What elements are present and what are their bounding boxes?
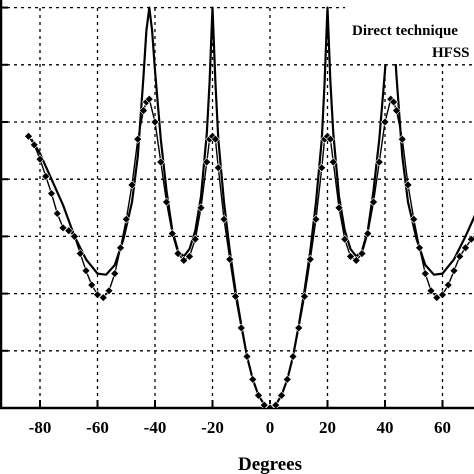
hfss-point bbox=[357, 249, 367, 258]
hfss-point bbox=[380, 117, 390, 127]
hfss-point bbox=[254, 390, 263, 400]
hfss-point bbox=[271, 400, 281, 408]
hfss-point bbox=[397, 134, 407, 144]
hfss-point bbox=[461, 243, 470, 253]
x-tick-label: -80 bbox=[29, 418, 52, 437]
x-tick-label: -40 bbox=[144, 418, 167, 437]
hfss-point bbox=[351, 255, 361, 265]
hfss-point bbox=[150, 117, 160, 127]
series-line-direct-technique bbox=[30, 6, 474, 408]
hfss-point bbox=[58, 223, 68, 233]
x-axis-title: Degrees bbox=[238, 454, 302, 474]
hfss-point bbox=[420, 269, 430, 279]
hfss-point bbox=[438, 290, 447, 300]
hfss-point bbox=[334, 203, 344, 213]
hfss-point bbox=[325, 134, 335, 144]
series-line-hfss bbox=[27, 98, 474, 408]
hfss-point bbox=[190, 234, 200, 244]
x-tick-label: 60 bbox=[434, 418, 451, 437]
hfss-point bbox=[52, 209, 62, 218]
x-tick-label: 0 bbox=[266, 418, 275, 437]
hfss-point bbox=[202, 157, 212, 167]
hfss-point bbox=[259, 400, 269, 408]
legend-label-hfss: HFSS bbox=[432, 45, 470, 61]
legend-box bbox=[345, 6, 474, 64]
hfss-point bbox=[449, 266, 459, 276]
hfss-point bbox=[409, 214, 419, 224]
hfss-point bbox=[156, 157, 166, 167]
hfss-point bbox=[87, 280, 97, 290]
hfss-point bbox=[236, 323, 246, 333]
series-clip bbox=[24, 6, 474, 408]
x-tick-labels: -100-80-60-40-20020406080100 bbox=[29, 418, 451, 437]
hfss-point bbox=[282, 374, 292, 384]
hfss-point bbox=[305, 254, 315, 264]
hfss-point bbox=[139, 106, 148, 115]
hfss-point bbox=[466, 234, 474, 244]
hfss-point bbox=[288, 352, 298, 361]
hfss-point bbox=[173, 249, 183, 258]
hfss-point bbox=[75, 249, 85, 258]
hfss-point bbox=[167, 229, 177, 238]
hfss-point bbox=[415, 243, 424, 253]
hfss-point bbox=[144, 94, 154, 104]
hfss-point bbox=[162, 197, 171, 207]
hfss-point bbox=[93, 290, 102, 300]
hfss-point bbox=[248, 374, 258, 384]
hfss-point bbox=[219, 214, 229, 224]
x-tick-label: 40 bbox=[377, 418, 394, 437]
hfss-point bbox=[340, 234, 350, 244]
hfss-point bbox=[277, 390, 286, 400]
x-tick-label: -60 bbox=[86, 418, 109, 437]
hfss-point bbox=[41, 171, 51, 181]
hfss-point bbox=[104, 286, 114, 296]
hfss-point bbox=[432, 293, 442, 303]
hfss-point bbox=[185, 251, 194, 261]
hfss-point bbox=[210, 134, 220, 144]
hfss-point bbox=[389, 97, 399, 107]
hfss-point bbox=[98, 293, 108, 303]
hfss-point bbox=[346, 251, 355, 261]
hfss-point bbox=[110, 269, 120, 279]
hfss-point bbox=[374, 157, 384, 167]
hfss-point bbox=[265, 403, 275, 408]
legend-label-direct-technique: Direct technique bbox=[352, 23, 458, 39]
hfss-point bbox=[81, 266, 91, 276]
hfss-point bbox=[64, 226, 74, 236]
grid bbox=[0, 6, 474, 408]
hfss-point bbox=[127, 180, 137, 190]
hfss-point bbox=[369, 197, 378, 207]
hfss-point bbox=[116, 243, 125, 253]
plot-frame bbox=[0, 0, 474, 410]
legend: Direct technique HFSS bbox=[345, 6, 474, 64]
series-group bbox=[24, 6, 474, 408]
hfss-point bbox=[317, 163, 327, 173]
hfss-point bbox=[225, 254, 235, 264]
hfss-point bbox=[300, 292, 309, 301]
hfss-point bbox=[196, 203, 206, 213]
hfss-point bbox=[231, 292, 240, 301]
x-tick-label: -20 bbox=[201, 418, 224, 437]
hfss-point bbox=[403, 180, 413, 190]
hfss-point bbox=[392, 106, 401, 115]
hfss-point bbox=[363, 229, 373, 238]
hfss-point bbox=[47, 189, 56, 198]
hfss-point bbox=[213, 163, 223, 173]
hfss-point bbox=[426, 286, 436, 296]
hfss-point bbox=[29, 140, 39, 150]
hfss-point bbox=[133, 134, 143, 144]
hfss-point bbox=[294, 323, 304, 333]
x-tick-label: 20 bbox=[319, 418, 336, 437]
hfss-point bbox=[70, 231, 79, 241]
hfss-point bbox=[35, 154, 45, 164]
hfss-point bbox=[443, 280, 453, 290]
hfss-point bbox=[455, 251, 465, 261]
hfss-point bbox=[24, 131, 33, 141]
hfss-point bbox=[242, 352, 252, 361]
hfss-point bbox=[311, 214, 321, 224]
hfss-point bbox=[179, 255, 189, 265]
hfss-point bbox=[121, 214, 131, 224]
hfss-point bbox=[328, 157, 338, 167]
